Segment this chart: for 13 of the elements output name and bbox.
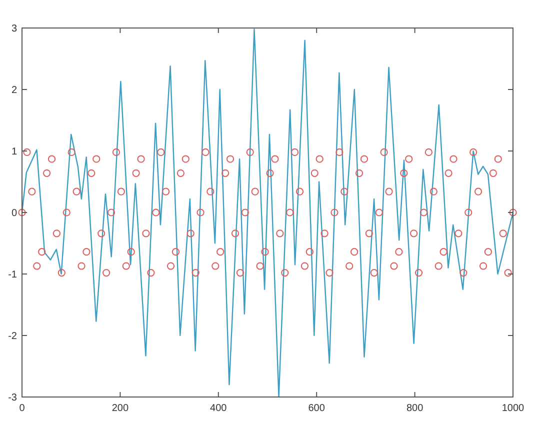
x-tick-label: 400 <box>210 403 228 414</box>
x-tick-label: 800 <box>406 403 424 414</box>
y-tick-label: -3 <box>8 392 18 404</box>
x-tick-label: 0 <box>19 403 26 414</box>
y-tick-label: 1 <box>11 146 18 158</box>
y-tick-label: 0 <box>11 208 18 219</box>
x-tick-label: 1000 <box>502 403 525 414</box>
y-tick-label: 2 <box>11 85 18 96</box>
x-tick-label: 200 <box>112 403 129 414</box>
y-tick-label: -1 <box>8 270 18 280</box>
x-tick-label: 600 <box>308 403 326 414</box>
y-tick-label: -2 <box>8 331 18 342</box>
y-tick-label: 3 <box>11 24 18 34</box>
